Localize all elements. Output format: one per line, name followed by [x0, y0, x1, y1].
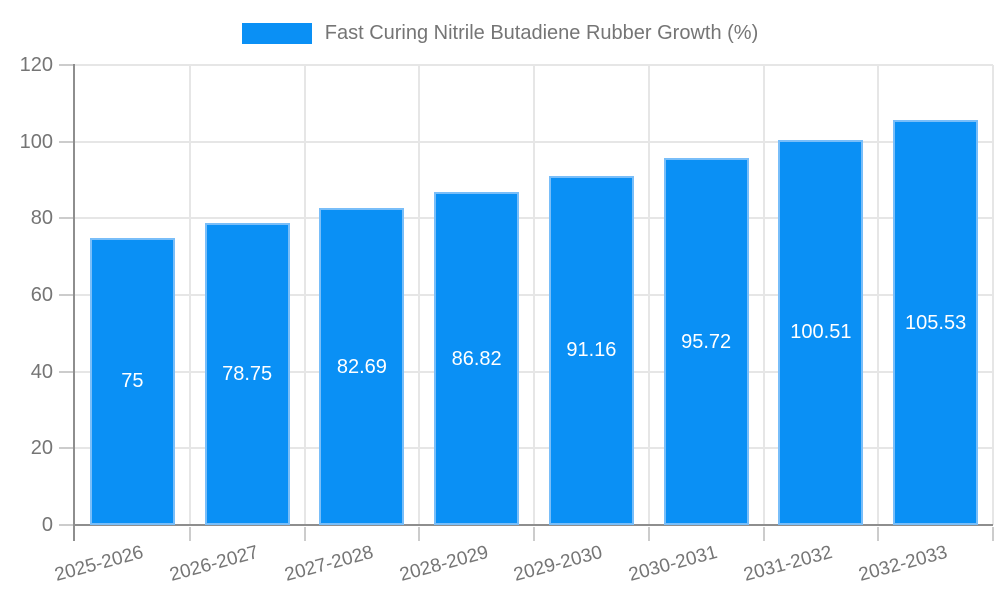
- y-tick-label: 0: [41, 514, 53, 536]
- x-axis-tick: [877, 527, 880, 541]
- bar-value-label: 105.53: [905, 311, 967, 334]
- bar[interactable]: 95.72: [663, 158, 749, 525]
- y-axis-tick: [59, 524, 73, 526]
- x-axis-tick: [762, 527, 765, 541]
- bar[interactable]: 91.16: [548, 175, 634, 525]
- x-axis-tick: [647, 527, 650, 541]
- gridline-vertical: [303, 65, 306, 525]
- legend-swatch: [241, 22, 312, 44]
- bar-value-label: 82.69: [336, 355, 387, 378]
- bar-value-label: 78.75: [222, 363, 273, 386]
- bar[interactable]: 86.82: [434, 192, 520, 525]
- gridline-vertical: [418, 65, 421, 525]
- x-axis-tick: [992, 527, 994, 541]
- gridline-vertical: [188, 65, 191, 525]
- bar-value-label: 86.82: [451, 347, 502, 370]
- gridline-vertical: [992, 65, 994, 525]
- legend-item[interactable]: Fast Curing Nitrile Butadiene Rubber Gro…: [241, 21, 759, 45]
- gridline-vertical: [533, 65, 535, 525]
- gridline-vertical: [762, 65, 765, 525]
- y-axis-tick: [59, 370, 73, 373]
- gridline-vertical: [877, 65, 880, 525]
- bar-value-label: 75: [121, 370, 144, 393]
- bar[interactable]: 100.51: [778, 139, 864, 525]
- bar-value-label: 100.51: [790, 321, 852, 344]
- y-tick-label: 60: [30, 284, 53, 306]
- y-axis-line: [73, 64, 75, 541]
- x-axis-tick: [533, 527, 535, 541]
- y-tick-label: 80: [30, 207, 53, 230]
- gridline-vertical: [647, 65, 650, 525]
- x-axis-tick: [418, 527, 421, 541]
- x-axis-line: [73, 524, 993, 526]
- y-axis-tick: [59, 294, 73, 296]
- x-axis-tick: [303, 527, 306, 541]
- bar-value-label: 91.16: [566, 339, 617, 362]
- legend-label: Fast Curing Nitrile Butadiene Rubber Gro…: [324, 21, 759, 44]
- y-axis-tick: [59, 64, 73, 66]
- y-tick-label: 100: [19, 130, 53, 153]
- y-tick-label: 40: [30, 360, 53, 383]
- x-axis-tick: [188, 527, 191, 541]
- bar[interactable]: 82.69: [319, 208, 405, 525]
- bar-value-label: 95.72: [681, 330, 732, 353]
- bar[interactable]: 105.53: [893, 120, 979, 525]
- bar[interactable]: 78.75: [204, 223, 290, 525]
- bar[interactable]: 75: [89, 237, 175, 525]
- y-tick-label: 20: [30, 437, 53, 460]
- y-axis-tick: [59, 217, 73, 220]
- y-axis-tick: [59, 447, 73, 450]
- chart-legend: Fast Curing Nitrile Butadiene Rubber Gro…: [0, 20, 1000, 46]
- y-tick-label: 120: [19, 54, 53, 76]
- y-axis-tick: [59, 140, 73, 143]
